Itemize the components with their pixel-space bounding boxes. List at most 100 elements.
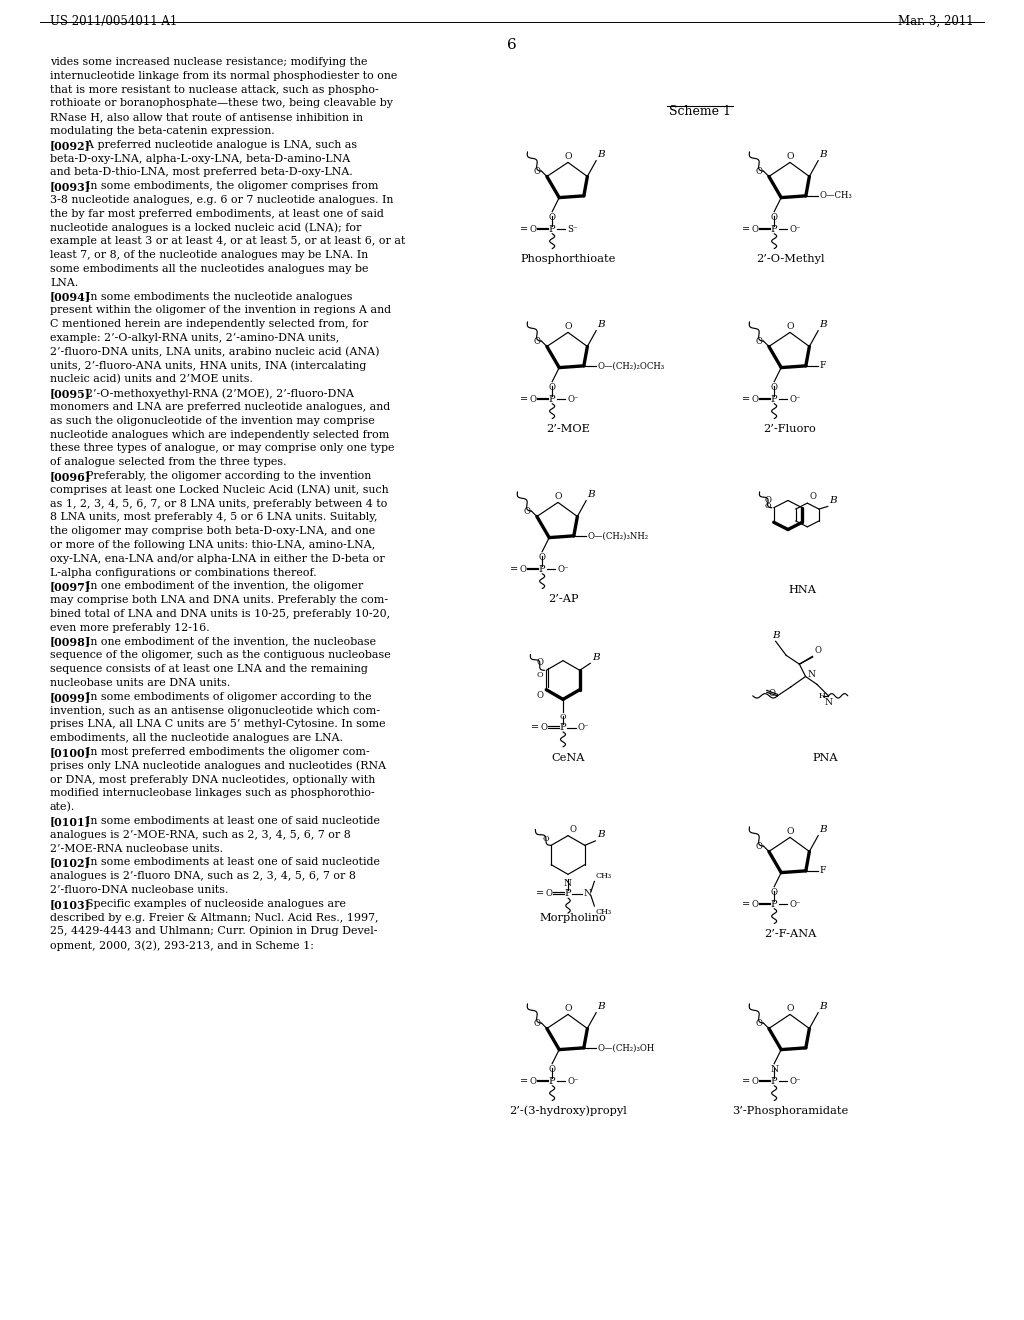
Text: or DNA, most preferably DNA nucleotides, optionally with: or DNA, most preferably DNA nucleotides,… (50, 775, 375, 784)
Text: O⁻: O⁻ (578, 723, 590, 733)
Text: prises LNA, all LNA C units are 5’ methyl-Cytosine. In some: prises LNA, all LNA C units are 5’ methy… (50, 719, 386, 730)
Text: O—(CH₂)₂OCH₃: O—(CH₂)₂OCH₃ (598, 362, 665, 371)
Text: the by far most preferred embodiments, at least one of said: the by far most preferred embodiments, a… (50, 209, 384, 219)
Text: O: O (786, 152, 794, 161)
Text: HNA: HNA (788, 585, 816, 595)
Text: O: O (752, 900, 759, 908)
Text: P: P (560, 723, 566, 733)
Text: O: O (564, 1003, 571, 1012)
Text: sequence consists of at least one LNA and the remaining: sequence consists of at least one LNA an… (50, 664, 368, 675)
Text: P: P (771, 1077, 777, 1086)
Text: O: O (756, 337, 763, 346)
Text: O: O (549, 214, 556, 223)
Text: nucleic acid) units and 2’MOE units.: nucleic acid) units and 2’MOE units. (50, 375, 253, 384)
Text: Morpholino: Morpholino (540, 913, 606, 923)
Text: C mentioned herein are independently selected from, for: C mentioned herein are independently sel… (50, 319, 369, 329)
Text: B: B (829, 495, 838, 504)
Text: =: = (531, 723, 540, 733)
Text: CH₃: CH₃ (595, 871, 611, 879)
Text: B: B (819, 825, 826, 834)
Text: 3-8 nucleotide analogues, e.g. 6 or 7 nucleotide analogues. In: 3-8 nucleotide analogues, e.g. 6 or 7 nu… (50, 195, 393, 205)
Text: =: = (742, 224, 751, 234)
Text: [0100]: [0100] (50, 747, 91, 758)
Text: N: N (564, 879, 572, 888)
Text: example: 2’-O-alkyl-RNA units, 2’-amino-DNA units,: example: 2’-O-alkyl-RNA units, 2’-amino-… (50, 333, 339, 343)
Text: P: P (549, 224, 555, 234)
Text: In some embodiments the nucleotide analogues: In some embodiments the nucleotide analo… (79, 292, 352, 301)
Text: [0098]: [0098] (50, 636, 91, 648)
Text: O: O (543, 834, 550, 842)
Text: O: O (765, 496, 772, 506)
Text: [0092]: [0092] (50, 140, 91, 150)
Text: sequence of the oligomer, such as the contiguous nucleobase: sequence of the oligomer, such as the co… (50, 651, 391, 660)
Text: O: O (786, 322, 794, 330)
Text: P: P (771, 395, 777, 404)
Text: prises only LNA nucleotide analogues and nucleotides (RNA: prises only LNA nucleotide analogues and… (50, 760, 386, 771)
Text: B: B (597, 830, 605, 840)
Text: O⁻: O⁻ (790, 224, 801, 234)
Text: 2’-O-Methyl: 2’-O-Methyl (756, 253, 824, 264)
Text: B: B (592, 652, 600, 661)
Text: [0102]: [0102] (50, 858, 91, 869)
Text: may comprise both LNA and DNA units. Preferably the com-: may comprise both LNA and DNA units. Pre… (50, 595, 388, 605)
Text: B: B (587, 490, 595, 499)
Text: O: O (564, 152, 571, 161)
Text: 2’-fluoro-DNA units, LNA units, arabino nucleic acid (ANA): 2’-fluoro-DNA units, LNA units, arabino … (50, 347, 380, 358)
Text: B: B (772, 631, 779, 640)
Text: 2’-O-methoxyethyl-RNA (2’MOE), 2’-fluoro-DNA: 2’-O-methoxyethyl-RNA (2’MOE), 2’-fluoro… (79, 388, 354, 399)
Text: P: P (549, 395, 555, 404)
Text: O: O (534, 337, 541, 346)
Text: O: O (756, 842, 763, 850)
Text: comprises at least one Locked Nucleic Acid (LNA) unit, such: comprises at least one Locked Nucleic Ac… (50, 484, 389, 495)
Text: [0094]: [0094] (50, 292, 91, 302)
Text: O: O (537, 692, 544, 701)
Text: B: B (819, 319, 826, 329)
Text: Phosphorthioate: Phosphorthioate (520, 253, 615, 264)
Text: O: O (814, 647, 821, 655)
Text: N: N (807, 671, 815, 680)
Text: B: B (819, 150, 826, 158)
Text: =: = (520, 395, 528, 404)
Text: 6: 6 (507, 38, 517, 51)
Text: PNA: PNA (812, 752, 838, 763)
Text: [0103]: [0103] (50, 899, 91, 909)
Text: monomers and LNA are preferred nucleotide analogues, and: monomers and LNA are preferred nucleotid… (50, 403, 390, 412)
Text: beta-D-oxy-LNA, alpha-L-oxy-LNA, beta-D-amino-LNA: beta-D-oxy-LNA, alpha-L-oxy-LNA, beta-D-… (50, 153, 350, 164)
Text: In one embodiment of the invention, the oligomer: In one embodiment of the invention, the … (79, 581, 364, 591)
Text: as 1, 2, 3, 4, 5, 6, 7, or 8 LNA units, preferably between 4 to: as 1, 2, 3, 4, 5, 6, 7, or 8 LNA units, … (50, 499, 387, 508)
Text: nucleotide analogues is a locked nucleic acid (LNA); for: nucleotide analogues is a locked nucleic… (50, 223, 361, 234)
Text: =: = (510, 565, 518, 574)
Text: =: = (742, 1077, 751, 1086)
Text: O: O (534, 1019, 541, 1028)
Text: or more of the following LNA units: thio-LNA, amino-LNA,: or more of the following LNA units: thio… (50, 540, 375, 550)
Text: In one embodiment of the invention, the nucleobase: In one embodiment of the invention, the … (79, 636, 376, 647)
Text: O: O (545, 890, 552, 898)
Text: O: O (519, 565, 526, 574)
Text: =: = (742, 395, 751, 404)
Text: [0101]: [0101] (50, 816, 91, 828)
Text: ate).: ate). (50, 803, 75, 813)
Text: 2’-AP: 2’-AP (548, 594, 579, 605)
Text: bined total of LNA and DNA units is 10-25, preferably 10-20,: bined total of LNA and DNA units is 10-2… (50, 609, 390, 619)
Text: B: B (597, 150, 604, 158)
Text: O: O (752, 1077, 759, 1086)
Text: CeNA: CeNA (551, 752, 585, 763)
Text: analogues is 2’-fluoro DNA, such as 2, 3, 4, 5, 6, 7 or 8: analogues is 2’-fluoro DNA, such as 2, 3… (50, 871, 356, 882)
Text: In most preferred embodiments the oligomer com-: In most preferred embodiments the oligom… (79, 747, 370, 756)
Text: 25, 4429-4443 and Uhlmann; Curr. Opinion in Drug Devel-: 25, 4429-4443 and Uhlmann; Curr. Opinion… (50, 927, 378, 936)
Text: O⁻: O⁻ (567, 395, 579, 404)
Text: O: O (534, 166, 541, 176)
Text: 3’-Phosphoramidate: 3’-Phosphoramidate (732, 1106, 848, 1115)
Text: B: B (819, 1002, 826, 1011)
Text: Mar. 3, 2011: Mar. 3, 2011 (898, 15, 974, 28)
Text: least 7, or 8, of the nucleotide analogues may be LNA. In: least 7, or 8, of the nucleotide analogu… (50, 251, 368, 260)
Text: =: = (537, 890, 544, 898)
Text: US 2011/0054011 A1: US 2011/0054011 A1 (50, 15, 177, 28)
Text: [0099]: [0099] (50, 692, 91, 702)
Text: O⁻: O⁻ (790, 395, 801, 404)
Text: O⁻: O⁻ (567, 1077, 579, 1086)
Text: O: O (554, 491, 562, 500)
Text: Scheme 1: Scheme 1 (669, 106, 731, 117)
Text: Preferably, the oligomer according to the invention: Preferably, the oligomer according to th… (79, 471, 372, 480)
Text: internucleotide linkage from its normal phosphodiester to one: internucleotide linkage from its normal … (50, 71, 397, 81)
